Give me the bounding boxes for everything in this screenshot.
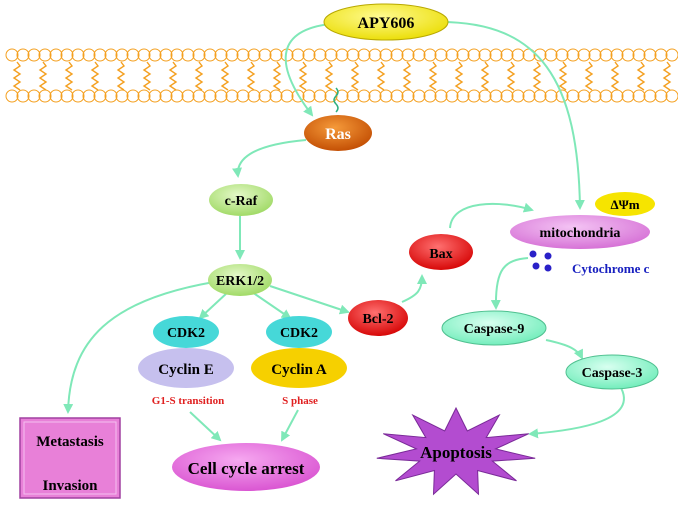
- arrow-erk-to-metastasis: [63, 281, 215, 414]
- apy606-node: APY606: [323, 3, 449, 41]
- caspase3-label: Caspase-3: [582, 366, 643, 381]
- arrow-caspase3-to-apoptosis: [528, 385, 625, 439]
- arrow-apy606-to-ras: [284, 23, 331, 117]
- arrow-bax-to-mitochondria: [449, 202, 534, 229]
- cdk2-a-label: CDK2: [280, 326, 318, 341]
- arrow-ras-to-craf: [232, 139, 307, 178]
- cyclin-e-label: Cyclin E: [158, 362, 213, 378]
- erk-node: ERK1/2: [208, 264, 272, 296]
- arrow-erk-to-cdk2-a: [251, 291, 292, 320]
- cytochrome-c-dots: [529, 250, 552, 272]
- caspase9-label: Caspase-9: [464, 322, 525, 337]
- metastasis-invasion-box: Metastasis Invasion: [19, 417, 121, 499]
- ras-membrane-anchor: [333, 87, 339, 113]
- arrow-mitochondria-to-caspase9: [490, 257, 529, 310]
- apoptosis-node: Apoptosis: [376, 406, 536, 496]
- apoptosis-label: Apoptosis: [420, 443, 492, 462]
- invasion-label: Invasion: [42, 478, 98, 494]
- metastasis-label: Metastasis: [36, 434, 104, 450]
- mitochondria-node: mitochondria: [510, 215, 650, 249]
- bcl2-label: Bcl-2: [362, 312, 393, 327]
- cell-cycle-arrest-node: Cell cycle arrest: [172, 443, 320, 491]
- caspase3-node: Caspase-3: [565, 354, 659, 390]
- s-phase-label: S phase: [282, 395, 318, 407]
- cdk2-cyclin-a-complex: CDK2 Cyclin A: [251, 316, 347, 388]
- arrow-bcl2-to-bax: [401, 274, 427, 303]
- arrow-erk-to-cdk2-e: [198, 291, 229, 320]
- arrow-g1s-to-arrest: [189, 411, 222, 442]
- apoptosis-starburst: [376, 406, 536, 496]
- craf-node: c-Raf: [209, 184, 273, 216]
- cdk2-e-label: CDK2: [167, 326, 205, 341]
- arrow-sphase-to-arrest: [281, 409, 299, 442]
- ras-node: Ras: [304, 115, 372, 151]
- caspase9-node: Caspase-9: [441, 310, 547, 346]
- cell-cycle-arrest-label: Cell cycle arrest: [188, 459, 305, 478]
- cdk2-cyclin-e-complex: CDK2 Cyclin E: [138, 316, 234, 388]
- membrane-potential-label: ΔΨm: [610, 197, 639, 212]
- membrane-potential-node: ΔΨm: [595, 192, 655, 216]
- pathway-arrows: [63, 21, 625, 442]
- craf-label: c-Raf: [225, 194, 258, 209]
- bax-node: Bax: [409, 234, 473, 270]
- arrow-erk-to-bcl2: [269, 285, 350, 315]
- apy606-label: APY606: [358, 15, 415, 32]
- bcl2-node: Bcl-2: [348, 300, 408, 336]
- ras-label: Ras: [325, 126, 351, 143]
- bax-label: Bax: [429, 247, 452, 262]
- g1s-transition-label: G1-S transition: [152, 395, 224, 407]
- mitochondria-label: mitochondria: [540, 226, 621, 241]
- erk-label: ERK1/2: [216, 274, 264, 289]
- arrow-apy606-to-mitochondria: [439, 21, 585, 210]
- cyclin-a-label: Cyclin A: [271, 362, 327, 378]
- arrow-caspase9-to-caspase3: [545, 339, 583, 360]
- cell-membrane: [5, 48, 678, 103]
- cytochrome-c-label: Cytochrome c: [572, 261, 650, 276]
